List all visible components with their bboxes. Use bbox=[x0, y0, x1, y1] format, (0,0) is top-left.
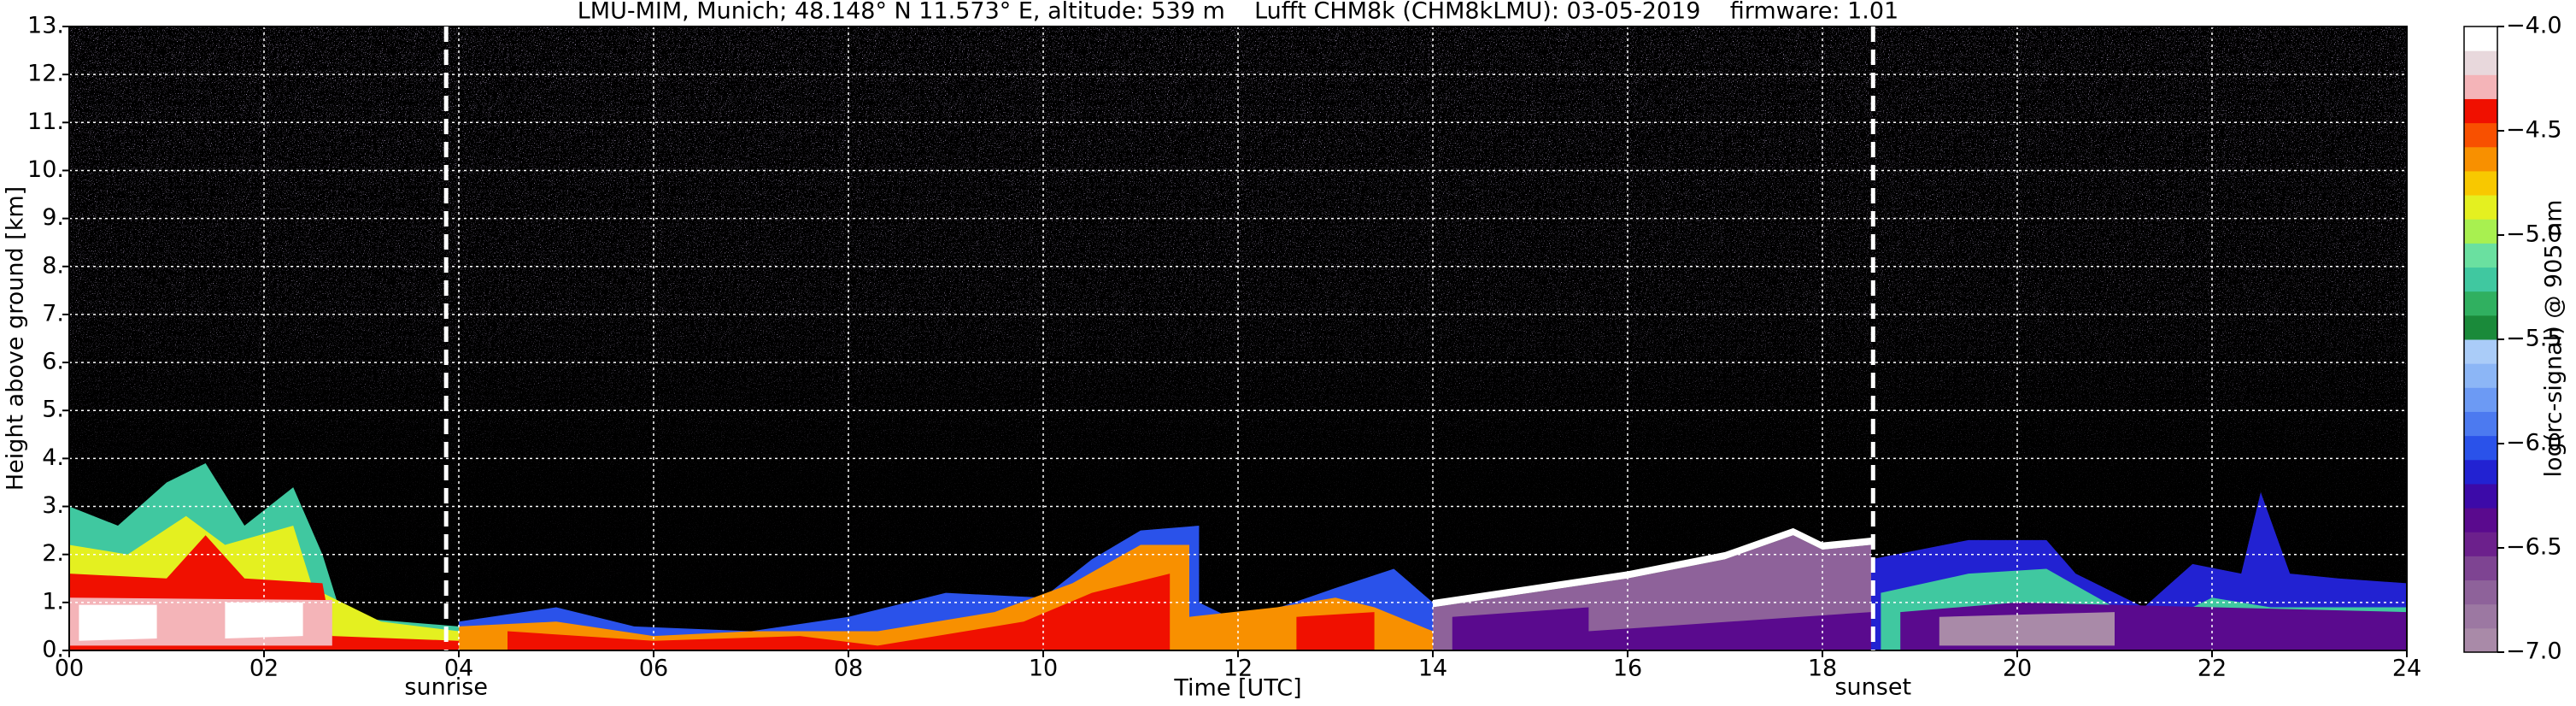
colorbar-segment bbox=[2464, 363, 2497, 388]
y-tick-label: 3. bbox=[42, 492, 64, 519]
colorbar-tick-label: −4.0 bbox=[2506, 13, 2562, 39]
colorbar-segment bbox=[2464, 219, 2497, 244]
y-tick-label: 13. bbox=[27, 13, 64, 39]
x-tick-label: 12 bbox=[1223, 656, 1253, 682]
y-tick-label: 4. bbox=[42, 444, 64, 471]
colorbar-tick-label: −4.5 bbox=[2506, 117, 2562, 144]
colorbar-segment bbox=[2464, 146, 2497, 172]
annotation-label: sunset bbox=[1834, 674, 1911, 701]
colorbar-segment bbox=[2464, 26, 2497, 51]
colorbar-tick-label: −7.0 bbox=[2506, 638, 2562, 665]
colorbar-segment bbox=[2464, 508, 2497, 532]
colorbar-segment bbox=[2464, 459, 2497, 485]
colorbar-segment bbox=[2464, 339, 2497, 364]
colorbar-segment bbox=[2464, 195, 2497, 220]
x-tick-label: 24 bbox=[2392, 656, 2421, 682]
x-axis-label: Time [UTC] bbox=[1173, 675, 1301, 702]
x-tick-label: 02 bbox=[249, 656, 279, 682]
x-tick-label: 06 bbox=[639, 656, 668, 682]
x-tick-label: 20 bbox=[2003, 656, 2032, 682]
x-tick-label: 00 bbox=[55, 656, 84, 682]
colorbar-segment bbox=[2464, 483, 2497, 509]
colorbar-segment bbox=[2464, 122, 2497, 148]
colorbar-segment bbox=[2464, 291, 2497, 316]
colorbar-segment bbox=[2464, 580, 2497, 605]
colorbar-segment bbox=[2464, 387, 2497, 412]
colorbar-tick-label: −6.5 bbox=[2506, 534, 2562, 561]
colorbar-segment bbox=[2464, 532, 2497, 556]
colorbar-tick-label: −6.0 bbox=[2506, 430, 2562, 456]
x-tick-label: 10 bbox=[1029, 656, 1058, 682]
x-tick-label: 18 bbox=[1808, 656, 1837, 682]
x-tick-label: 04 bbox=[444, 656, 473, 682]
colorbar-segment bbox=[2464, 315, 2497, 340]
colorbar-label: log(rc-signal) @ 905 nm bbox=[2541, 200, 2567, 478]
colorbar-segment bbox=[2464, 603, 2497, 629]
colorbar-segment bbox=[2464, 170, 2497, 196]
colorbar-segment bbox=[2464, 98, 2497, 124]
y-tick-label: 5. bbox=[42, 397, 64, 423]
colorbar-segment bbox=[2464, 556, 2497, 581]
colorbar-segment bbox=[2464, 267, 2497, 292]
colorbar-tick-label: −5.0 bbox=[2506, 221, 2562, 248]
colorbar-segment bbox=[2464, 50, 2497, 75]
y-tick-label: 6. bbox=[42, 349, 64, 375]
y-tick-label: 9. bbox=[42, 204, 64, 231]
y-tick-label: 12. bbox=[27, 61, 64, 87]
y-tick-label: 2. bbox=[42, 540, 64, 567]
signal-layers bbox=[69, 463, 2407, 650]
y-tick-label: 10. bbox=[27, 156, 64, 183]
x-tick-label: 22 bbox=[2198, 656, 2227, 682]
colorbar-segment bbox=[2464, 435, 2497, 461]
x-tick-label: 14 bbox=[1418, 656, 1447, 682]
colorbar-segment bbox=[2464, 627, 2497, 653]
colorbar-segment bbox=[2464, 411, 2497, 437]
colorbar-tick-label: −5.5 bbox=[2506, 326, 2562, 352]
x-tick-label: 16 bbox=[1613, 656, 1642, 682]
colorbar-segment bbox=[2464, 243, 2497, 268]
y-tick-label: 11. bbox=[27, 109, 64, 135]
y-tick-label: 0. bbox=[42, 637, 64, 663]
y-tick-label: 7. bbox=[42, 300, 64, 327]
y-tick-label: 8. bbox=[42, 252, 64, 279]
colorbar-segment bbox=[2464, 74, 2497, 99]
chart-title: LMU-MIM, Munich; 48.148° N 11.573° E, al… bbox=[578, 0, 1898, 25]
x-tick-label: 08 bbox=[834, 656, 863, 682]
annotation-label: sunrise bbox=[404, 674, 488, 701]
y-tick-label: 1. bbox=[42, 588, 64, 615]
y-axis-label: Height above ground [km] bbox=[3, 186, 29, 491]
